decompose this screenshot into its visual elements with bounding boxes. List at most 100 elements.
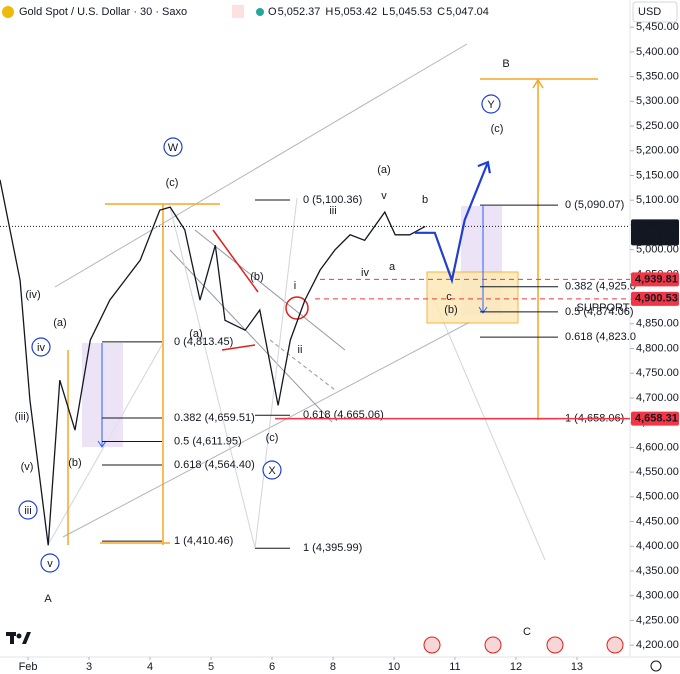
- y-tick-label: 5,200.00: [636, 145, 679, 157]
- y-tick-label: 5,100.00: [636, 194, 679, 206]
- price-tag-time: 19:14: [635, 232, 663, 244]
- ohlc-value: 5,047.04: [446, 6, 489, 18]
- currency-label[interactable]: USD: [638, 6, 661, 18]
- wave-label: ii: [298, 344, 303, 356]
- wave-label: SUPPORT: [577, 302, 630, 314]
- x-tick-label: 5: [208, 661, 214, 673]
- y-tick-label: 5,150.00: [636, 169, 679, 181]
- wave-label: C: [523, 626, 531, 638]
- trend-line: [212, 229, 259, 293]
- highlight-circle: [285, 296, 309, 320]
- wave-label: iv: [361, 267, 369, 279]
- ohlc-label: H: [325, 6, 333, 18]
- y-tick-label: 4,300.00: [636, 590, 679, 602]
- wave-label: (v): [21, 461, 34, 473]
- fib-level-label: 0.618 (4,665.06): [303, 409, 384, 421]
- wave-label: (a): [377, 164, 390, 176]
- fib-level-label: 0 (5,100.36): [303, 194, 362, 206]
- y-tick-label: 5,000.00: [636, 244, 679, 256]
- arrow-head: [97, 440, 107, 448]
- x-tick-label: 8: [330, 661, 336, 673]
- ohlc-value: 5,052.37: [278, 6, 321, 18]
- x-tick-label: 6: [269, 661, 275, 673]
- x-tick-label: 12: [510, 661, 522, 673]
- wave-label: (b): [68, 457, 81, 469]
- fib-level-label: 0 (5,090.07): [565, 199, 624, 211]
- y-tick-label: 5,250.00: [636, 120, 679, 132]
- projection-line: [414, 161, 489, 285]
- channel-line: [194, 229, 346, 351]
- y-tick-label: 4,200.00: [636, 639, 679, 651]
- price-tag: [631, 272, 679, 287]
- wave-label: b: [422, 194, 428, 206]
- y-tick-label: 4,550.00: [636, 466, 679, 478]
- wave-label: Y: [487, 99, 495, 111]
- chart-title: Gold Spot / U.S. Dollar · 30 · Saxo: [19, 6, 187, 18]
- fib-level-label: 0.618 (4,823.0: [565, 331, 636, 343]
- fib-level-label: 0.382 (4,925.0: [565, 281, 636, 293]
- fib-anchor-line: [254, 197, 298, 549]
- wave-label: a: [389, 261, 396, 273]
- arrow-head: [532, 78, 544, 89]
- fib-level-label: 0.5 (4,874.06): [565, 306, 634, 318]
- y-tick-label: 4,250.00: [636, 614, 679, 626]
- wave-label: i: [294, 280, 296, 292]
- flag-icon: [232, 5, 244, 18]
- channel-line: [54, 43, 468, 288]
- status-dot: [256, 8, 264, 16]
- wave-circle: [31, 337, 51, 357]
- wave-label: (b): [444, 304, 457, 316]
- y-tick-label: 5,450.00: [636, 21, 679, 33]
- wave-label: iii: [24, 505, 31, 517]
- wave-circle: [481, 94, 501, 114]
- target-zone: [426, 271, 519, 324]
- fib-level-label: 0.382 (4,659.51): [174, 412, 255, 424]
- price-tag: [631, 291, 679, 306]
- currency-button[interactable]: [632, 1, 678, 23]
- x-tick-label: 4: [147, 661, 153, 673]
- settings-icon[interactable]: [650, 660, 662, 672]
- fib-level-label: 0.5 (4,611.95): [174, 435, 242, 447]
- x-tick-label: 10: [388, 661, 400, 673]
- channel-line: [169, 249, 333, 423]
- price-tag: [631, 219, 679, 246]
- trend-line: [221, 344, 256, 351]
- symbol-icon: [2, 6, 14, 18]
- tv-logo: [6, 632, 31, 644]
- wave-label: v: [381, 190, 387, 202]
- channel-line: [62, 321, 471, 538]
- fib-level-label: 1 (4,410.46): [174, 535, 233, 547]
- x-tick-label: Feb: [19, 661, 38, 673]
- wave-label: c: [446, 291, 452, 303]
- wave-label: iv: [37, 342, 45, 354]
- y-tick-label: 4,850.00: [636, 318, 679, 330]
- y-tick-label: 5,350.00: [636, 71, 679, 83]
- projection-arrow: [477, 160, 491, 174]
- y-tick-label: 4,750.00: [636, 367, 679, 379]
- wave-label: B: [502, 58, 509, 70]
- wave-label: (b): [250, 271, 263, 283]
- x-tick-label: 3: [86, 661, 92, 673]
- x-tick-label: 13: [571, 661, 583, 673]
- ohlc-value: 5,045.53: [389, 6, 432, 18]
- price-tag-label: 5,047.04: [635, 220, 679, 232]
- ohlc-values: O 5,052.37 H 5,053.42 L 5,045.53 C 5,047.04: [268, 6, 489, 18]
- wave-circle: [40, 553, 60, 573]
- price-tag-label: 4,658.31: [635, 412, 678, 424]
- wave-label: (c): [266, 432, 279, 444]
- ohlc-label: L: [382, 6, 388, 18]
- fib-level-label: 1 (4,395.99): [303, 542, 362, 554]
- wave-label: (a): [53, 317, 66, 329]
- y-tick-label: 4,450.00: [636, 515, 679, 527]
- ohlc-value: 5,053.42: [334, 6, 377, 18]
- fib-level-label: 0.618 (4,564.40): [174, 459, 255, 471]
- y-tick-label: 4,700.00: [636, 392, 679, 404]
- wave-label: W: [168, 142, 179, 154]
- price-tag-label: 4,900.53: [635, 293, 678, 305]
- arrow-head: [478, 306, 488, 314]
- price-tag-label: 4,939.81: [635, 273, 678, 285]
- wave-label: (c): [491, 123, 504, 135]
- y-tick-label: 4,800.00: [636, 342, 679, 354]
- wave-label: A: [44, 593, 52, 605]
